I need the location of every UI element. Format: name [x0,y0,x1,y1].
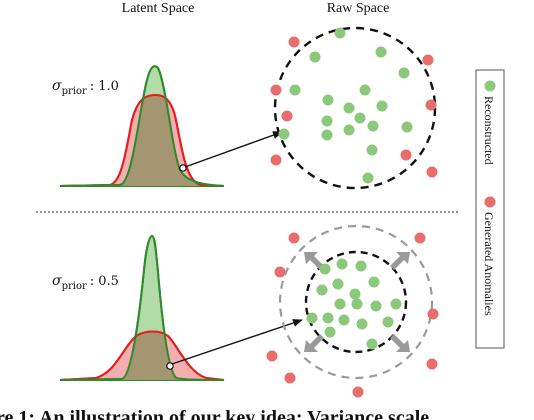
reconstructed-point [306,312,318,324]
legend: Reconstructed Generated Anomalies [475,69,505,349]
reconstructed-point [362,172,374,184]
reconstructed-point [375,46,387,58]
reconstructed-point [289,84,301,96]
anomaly-points-top [270,36,438,178]
reconstructed-point [368,276,380,288]
shrink-arrows [304,252,410,352]
shrink-arrow [304,252,324,270]
shrink-arrow [304,334,324,352]
anomaly-point [414,232,426,244]
reconstructed-point [321,115,333,127]
legend-reconstructed-label: Reconstructed [482,96,496,165]
anomaly-point [422,54,434,66]
anomaly-point [274,266,286,278]
anomaly-point [266,350,278,362]
anomaly-point [426,166,438,178]
reconstructed-point [359,84,371,96]
raw-space-header: Raw Space [327,1,390,16]
anomaly-point [288,232,300,244]
anomaly-point [400,149,412,161]
reconstructed-point [332,278,344,290]
anomaly-point [288,36,300,48]
reconstructed-point [309,51,321,63]
inner-boundary-bottom [304,250,408,354]
legend-box [475,69,505,349]
shrink-arrow [390,252,410,270]
reconstructed-point [401,121,413,133]
outer-boundary-bottom [278,224,434,380]
reconstructed-point [354,112,366,124]
anomaly-point [281,110,293,122]
reconstructed-point [319,263,331,275]
reconstructed-point [349,288,361,300]
figure-caption: re 1: An illustration of our key idea: V… [0,407,429,420]
green-outline-top [59,65,225,187]
legend-reconstructed-marker [484,80,496,92]
reconstructed-point [398,67,410,79]
reconstructed-point [390,298,402,310]
red-outline-top [59,93,225,187]
latent-space-header: Latent Space [122,1,195,16]
reconstructed-point [356,318,368,330]
sigma-label-bottom: σprior: 0.5 [52,273,119,292]
reconstructed-point [278,128,290,140]
anomaly-point [270,84,282,96]
reconstructed-point [351,298,363,310]
reconstructed-point [366,338,378,350]
reconstructed-points-bottom [306,258,402,350]
mapping-arrow-top [184,131,283,168]
top-panel: σprior: 1.0 [52,26,438,190]
reconstructed-point [370,300,382,312]
anomaly-point [270,154,282,166]
reconstructed-point [343,102,355,114]
anomaly-point [352,386,364,398]
reconstructed-point [322,94,334,106]
reconstructed-point [376,100,388,112]
mapping-arrow-bottom [171,319,303,365]
reconstructed-point [355,260,367,272]
shrink-arrow [390,334,410,352]
reconstructed-point [336,258,348,270]
red-outline-bottom [59,330,225,381]
sigma-label-top: σprior: 1.0 [52,78,119,97]
reconstructed-point [343,124,355,136]
anomaly-points-bottom [266,232,439,398]
reconstructed-point [382,316,394,328]
reconstructed-point [334,298,346,310]
anomaly-point [425,99,437,111]
sample-point-bottom [166,362,174,370]
legend-anomalies-label: Generated Anomalies [482,212,496,316]
reconstructed-point [334,27,346,39]
reconstructed-point [367,120,379,132]
green-outline-bottom [59,234,225,381]
sample-point-top [179,164,187,172]
reconstructed-point [338,314,350,326]
legend-anomalies-marker [484,196,496,208]
anomaly-point [284,372,296,384]
boundary-circle-top [273,26,437,190]
reconstructed-point [366,144,378,156]
reconstructed-point [321,129,333,141]
reconstructed-point [322,312,334,324]
reconstructed-point [316,284,328,296]
anomaly-point [427,308,439,320]
reconstructed-points-top [278,27,413,184]
reconstructed-point [324,326,336,338]
anomaly-point [426,358,438,370]
bottom-panel: σprior: 0.5 [52,224,439,398]
overlap-region-bottom [60,331,224,380]
